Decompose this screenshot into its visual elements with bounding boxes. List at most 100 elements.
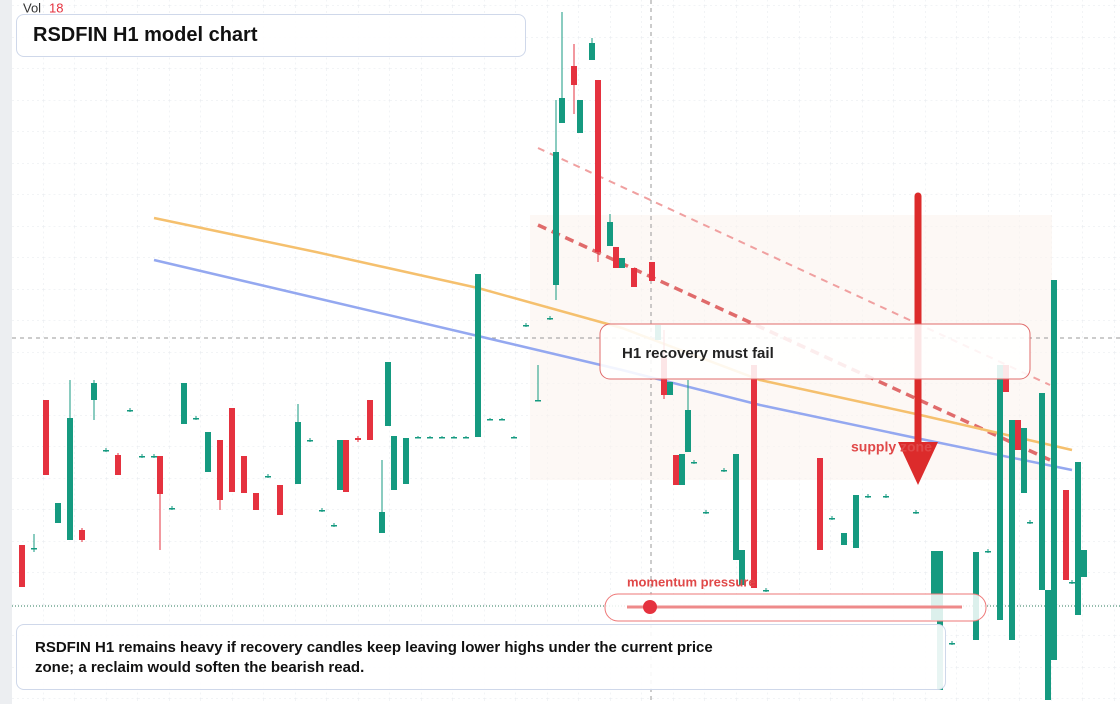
candle-body bbox=[253, 493, 259, 510]
candle-body bbox=[553, 152, 559, 285]
candle-body bbox=[619, 258, 625, 268]
candle-body bbox=[463, 437, 469, 439]
zone-label: supply zone bbox=[851, 439, 932, 455]
candle-body bbox=[355, 438, 361, 440]
candle-body bbox=[1081, 550, 1087, 577]
candle-body bbox=[883, 496, 889, 498]
candle-body bbox=[115, 455, 121, 475]
candle-body bbox=[577, 100, 583, 133]
candle-body bbox=[607, 222, 613, 246]
meter-knob bbox=[643, 600, 657, 614]
arrow-head bbox=[898, 442, 938, 485]
candle-body bbox=[343, 440, 349, 492]
candle-body bbox=[307, 440, 313, 442]
candle-body bbox=[331, 525, 337, 527]
candle-body bbox=[721, 470, 727, 472]
candle-body bbox=[91, 383, 97, 400]
candle-body bbox=[403, 438, 409, 484]
note-box: RSDFIN H1 remains heavy if recovery cand… bbox=[16, 624, 946, 690]
candle-body bbox=[127, 410, 133, 412]
candle-body bbox=[193, 418, 199, 420]
candle-body bbox=[817, 458, 823, 550]
candle-body bbox=[79, 530, 85, 540]
candle-body bbox=[217, 440, 223, 500]
candle-body bbox=[649, 262, 655, 281]
candle-body bbox=[319, 510, 325, 512]
candle-body bbox=[181, 383, 187, 424]
candle-body bbox=[487, 419, 493, 421]
candle-body bbox=[1075, 462, 1081, 615]
candle-body bbox=[391, 436, 397, 490]
candle-body bbox=[379, 512, 385, 533]
candle-body bbox=[499, 419, 505, 421]
candle-body bbox=[559, 98, 565, 123]
candle-body bbox=[1069, 582, 1075, 584]
candle-body bbox=[763, 590, 769, 592]
candle-body bbox=[19, 545, 25, 587]
candle-body bbox=[733, 454, 739, 560]
meter-label: momentum pressure bbox=[627, 574, 756, 589]
candle-body bbox=[613, 247, 619, 268]
callout-text: H1 recovery must fail bbox=[622, 345, 774, 362]
candle-body bbox=[997, 365, 1003, 620]
candle-body bbox=[427, 437, 433, 439]
candle-body bbox=[949, 643, 955, 645]
candle-body bbox=[1045, 590, 1051, 700]
candle-body bbox=[841, 533, 847, 545]
left-strip bbox=[0, 0, 12, 704]
candle-body bbox=[241, 456, 247, 493]
candle-body bbox=[595, 80, 601, 252]
candle-body bbox=[739, 550, 745, 585]
candle-body bbox=[205, 432, 211, 472]
candle-body bbox=[277, 485, 283, 515]
candle-body bbox=[703, 512, 709, 514]
candle-body bbox=[1021, 428, 1027, 493]
candle-body bbox=[691, 462, 697, 464]
candle-body bbox=[829, 518, 835, 520]
candle-body bbox=[631, 268, 637, 287]
candle-body bbox=[1015, 420, 1021, 450]
candle-body bbox=[31, 548, 37, 550]
candle-body bbox=[169, 508, 175, 510]
candle-body bbox=[367, 400, 373, 440]
candle-body bbox=[415, 437, 421, 439]
candle-body bbox=[55, 503, 61, 523]
candle-body bbox=[673, 455, 679, 485]
candle-body bbox=[913, 512, 919, 514]
callout-box bbox=[599, 323, 1031, 380]
candle-body bbox=[511, 437, 517, 439]
candle-body bbox=[1039, 393, 1045, 590]
candle-body bbox=[229, 408, 235, 492]
candle-body bbox=[439, 437, 445, 439]
candle-body bbox=[103, 450, 109, 452]
volume-label: Vol bbox=[23, 0, 41, 15]
candle-body bbox=[679, 454, 685, 485]
candle-body bbox=[589, 43, 595, 60]
candle-body bbox=[151, 456, 157, 458]
candle-body bbox=[337, 440, 343, 490]
candle-body bbox=[475, 274, 481, 437]
candle-body bbox=[385, 362, 391, 426]
candle-body bbox=[1009, 420, 1015, 640]
candle-body bbox=[667, 382, 673, 395]
candle-body bbox=[685, 410, 691, 452]
candle-body bbox=[451, 437, 457, 439]
candle-body bbox=[43, 400, 49, 475]
chart-title: RSDFIN H1 model chart bbox=[16, 14, 526, 57]
candle-body bbox=[571, 66, 577, 85]
candle-body bbox=[1051, 280, 1057, 660]
candle-body bbox=[523, 325, 529, 327]
candle-body bbox=[1027, 522, 1033, 524]
candle-body bbox=[67, 418, 73, 540]
candle-body bbox=[1063, 490, 1069, 580]
candle-body bbox=[157, 456, 163, 494]
candle-body bbox=[265, 476, 271, 478]
note-text: RSDFIN H1 remains heavy if recovery cand… bbox=[35, 639, 713, 676]
candle-body bbox=[139, 456, 145, 458]
candle-body bbox=[535, 400, 541, 402]
candle-body bbox=[853, 495, 859, 548]
volume-value: 18 bbox=[49, 0, 63, 15]
candle-body bbox=[547, 318, 553, 320]
